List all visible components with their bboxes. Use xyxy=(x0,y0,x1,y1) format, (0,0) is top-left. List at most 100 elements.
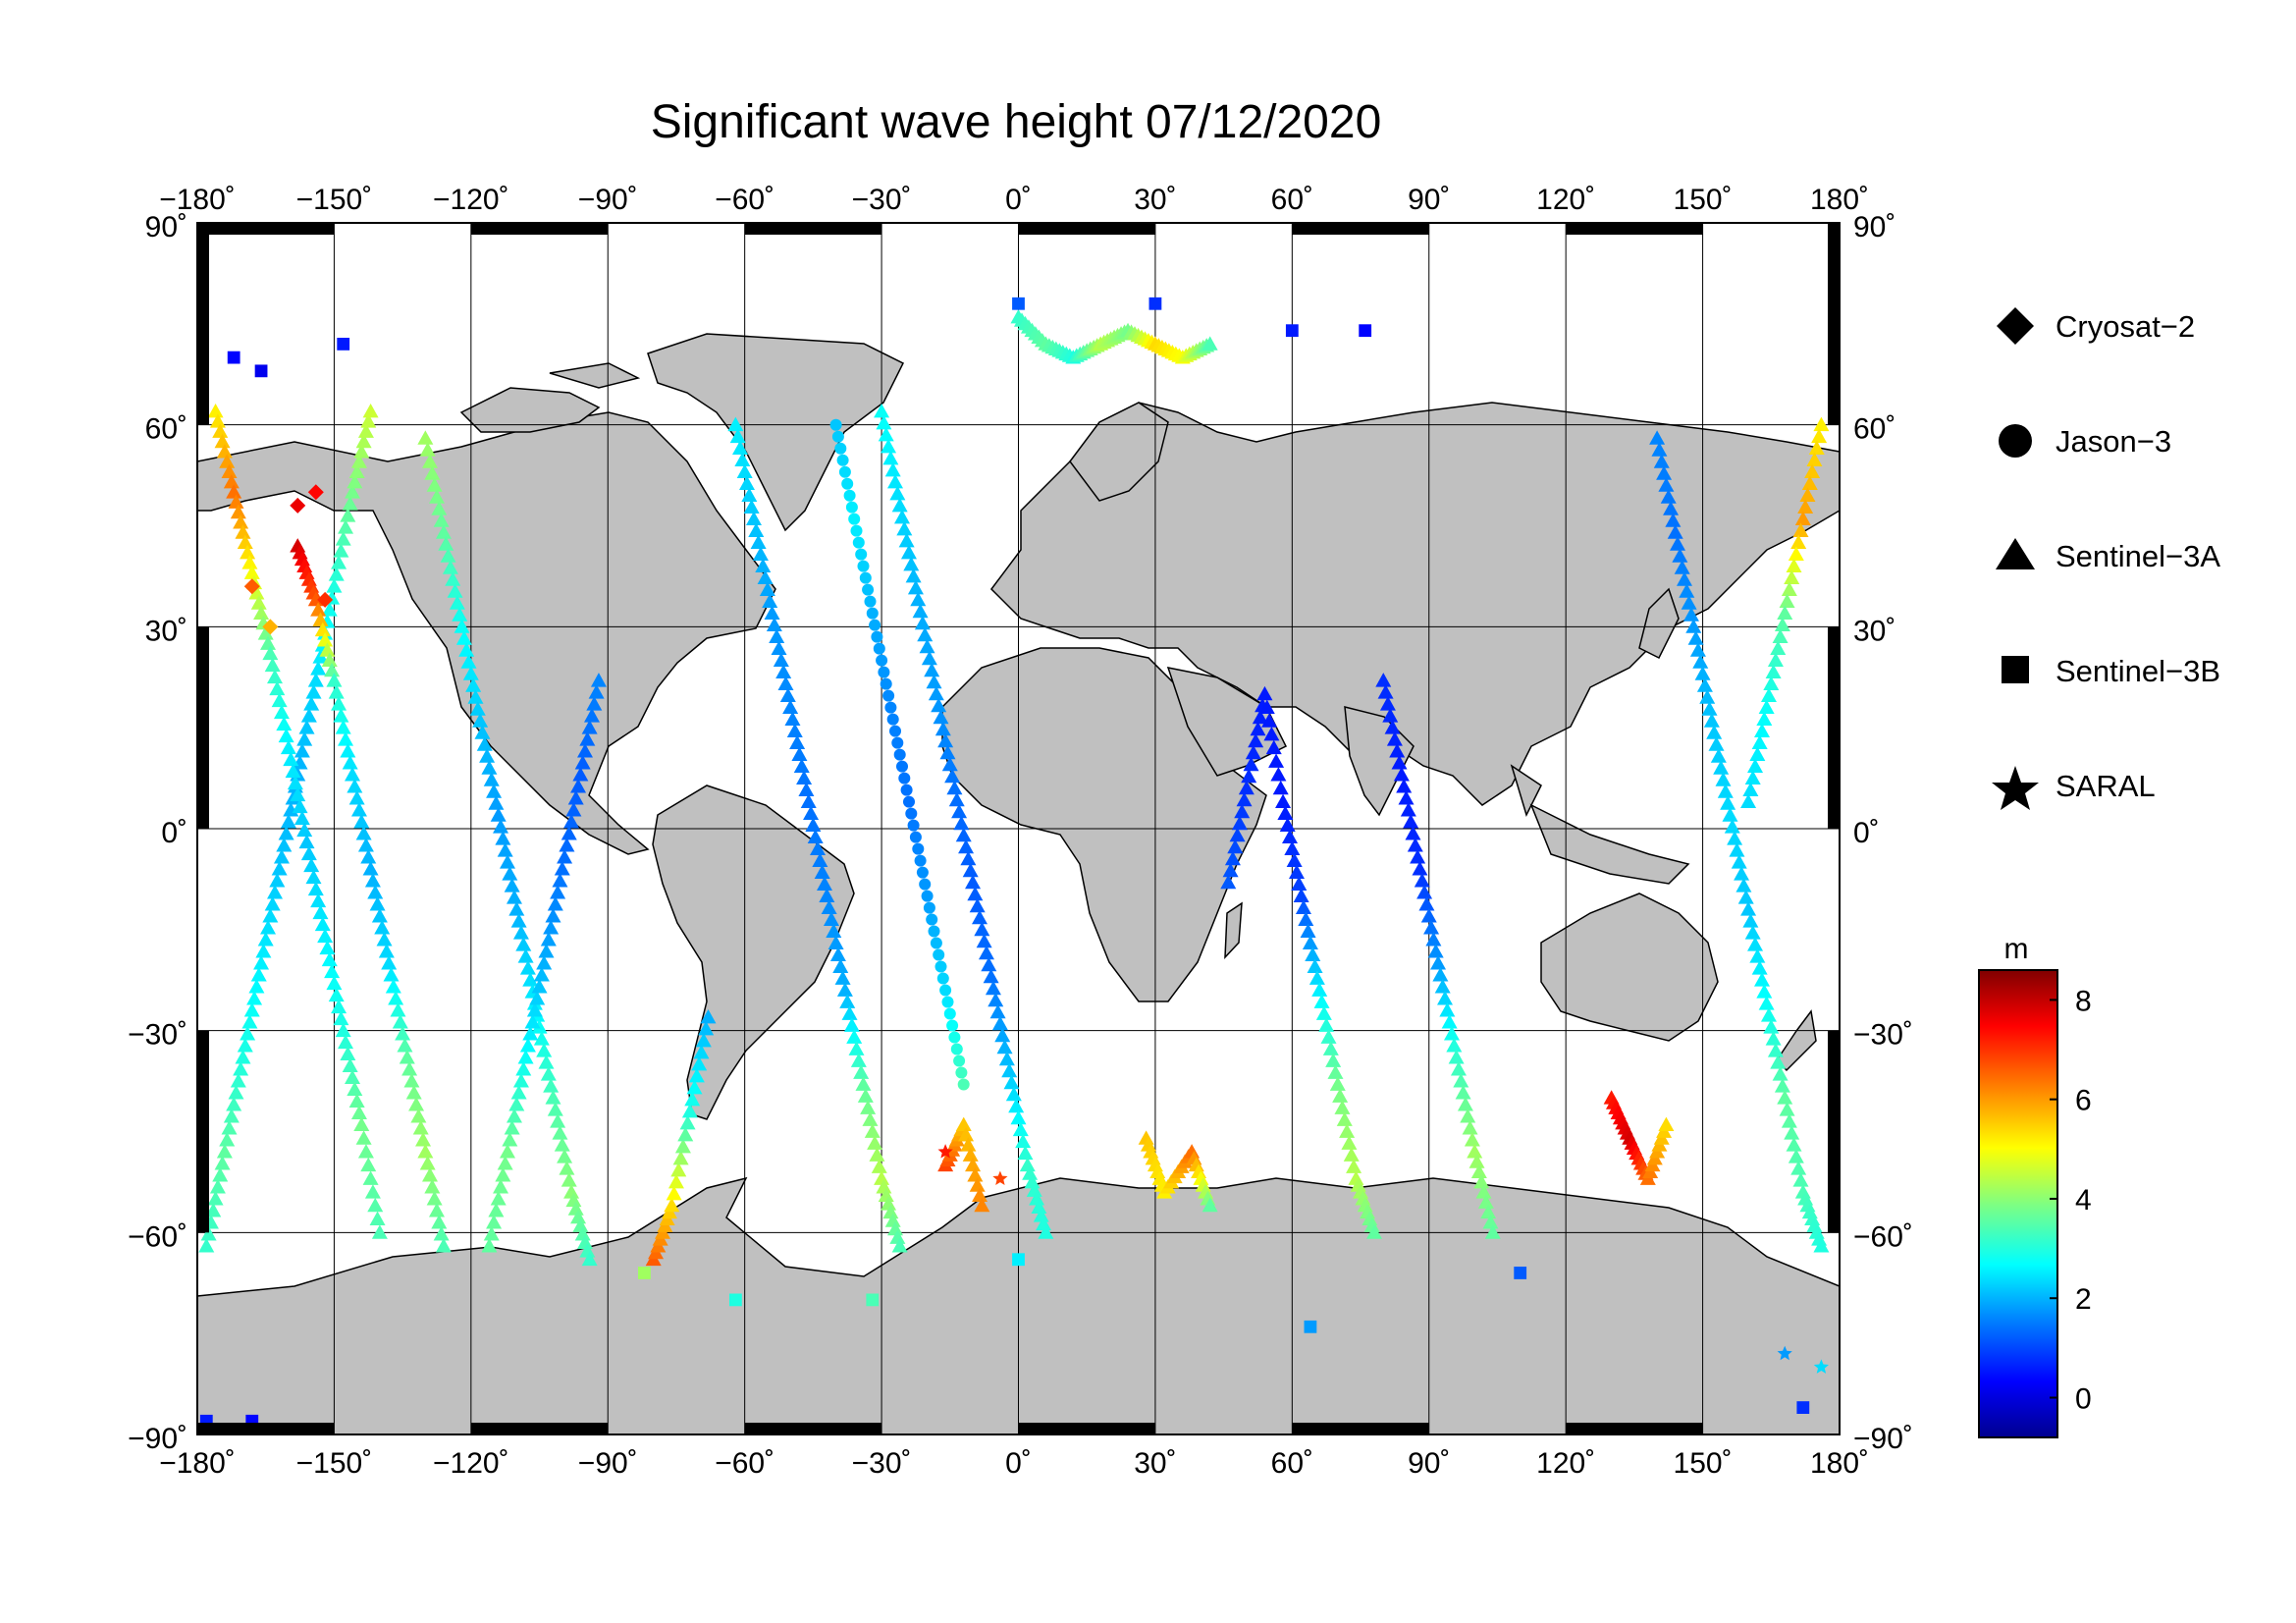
track-point xyxy=(1386,731,1403,746)
track-point xyxy=(1765,664,1782,679)
track-point xyxy=(209,1179,226,1194)
satellite-legend: Cryosat−2 Jason−3 Sentinel−3A Sentinel−3… xyxy=(1992,307,2220,810)
track-point xyxy=(355,1130,372,1145)
track-point xyxy=(1777,1090,1793,1105)
track-point xyxy=(214,433,231,449)
track-point xyxy=(367,1197,384,1213)
track-point xyxy=(855,1076,872,1091)
track-point xyxy=(988,992,1004,1007)
track-point xyxy=(458,642,475,657)
track-point xyxy=(1722,807,1738,822)
track-point xyxy=(941,996,954,1008)
track-point xyxy=(230,504,246,519)
longitude-tick-label: −60˚ xyxy=(715,184,774,216)
longitude-tick-label: 30˚ xyxy=(1134,1447,1176,1480)
track-point xyxy=(876,654,888,667)
track-point xyxy=(326,673,343,687)
track-point xyxy=(570,779,587,793)
track-point xyxy=(1393,767,1410,782)
longitude-ticks-bottom: −180˚ −150˚ −120˚ −90˚ −60˚ −30˚ 0˚ 30˚ 60˚ 90˚ 12… xyxy=(159,1447,1869,1480)
track-point xyxy=(1311,982,1328,997)
track-point xyxy=(893,509,910,524)
track-point xyxy=(880,677,892,690)
track-point xyxy=(1689,642,1706,657)
track-point xyxy=(981,956,997,972)
track-point xyxy=(221,1120,238,1135)
track-point xyxy=(552,1125,568,1140)
track-point xyxy=(390,1002,406,1017)
track-point xyxy=(1377,684,1394,699)
track-point xyxy=(926,674,942,689)
track-point xyxy=(223,1109,240,1123)
madagascar-landmass xyxy=(1224,901,1243,959)
track-point xyxy=(1676,571,1692,586)
track-point xyxy=(974,1197,990,1213)
track-point xyxy=(1455,1085,1471,1100)
frame-bar-bottom xyxy=(1566,1423,1703,1434)
track-point xyxy=(1398,790,1415,805)
track-point xyxy=(1012,1253,1025,1267)
track-point xyxy=(545,908,561,923)
frame-bar-top xyxy=(1566,223,1703,235)
track-point xyxy=(903,795,915,808)
track-point xyxy=(1241,768,1257,784)
track-point xyxy=(435,1238,452,1253)
track-point xyxy=(869,1147,885,1162)
track-point xyxy=(729,428,746,444)
track-point xyxy=(319,940,336,955)
track-point xyxy=(510,913,527,928)
track-point xyxy=(1231,815,1248,831)
track-point xyxy=(547,896,563,911)
track-point xyxy=(691,1055,708,1071)
track-point xyxy=(333,1010,349,1026)
track-point xyxy=(490,807,507,822)
track-point xyxy=(417,1144,434,1159)
track-point xyxy=(264,657,281,673)
track-point xyxy=(536,955,553,970)
track-point xyxy=(273,704,290,720)
colorbar-tick-label: 6 xyxy=(2075,1085,2092,1117)
track-point xyxy=(881,1196,897,1211)
track-point xyxy=(1811,428,1828,444)
track-point xyxy=(757,569,774,585)
track-point xyxy=(1687,630,1704,645)
track-point xyxy=(307,484,324,501)
track-point xyxy=(836,454,849,466)
track-point xyxy=(506,1109,522,1123)
track-point xyxy=(867,1135,883,1150)
track-point xyxy=(852,536,865,549)
track-point xyxy=(319,642,336,657)
track-point xyxy=(971,1187,988,1203)
track-point xyxy=(1012,1121,1029,1137)
track-point xyxy=(876,1179,892,1194)
track-point xyxy=(1379,696,1396,711)
track-point xyxy=(254,364,268,378)
track-point xyxy=(789,734,806,749)
track-point xyxy=(287,775,303,790)
track-point xyxy=(408,1097,425,1111)
track-point xyxy=(1767,652,1784,668)
track-point xyxy=(638,1267,651,1279)
track-point xyxy=(526,1002,543,1017)
track-point xyxy=(960,850,977,866)
frame-bar-left xyxy=(197,1030,209,1233)
track-point xyxy=(240,1026,256,1041)
track-point xyxy=(278,728,294,743)
track-point xyxy=(465,677,482,692)
track-point xyxy=(1005,1086,1022,1102)
track-point xyxy=(583,708,600,723)
track-point xyxy=(1777,1345,1792,1361)
track-point xyxy=(946,780,963,795)
track-point xyxy=(1692,654,1709,669)
track-point xyxy=(910,591,927,607)
track-point xyxy=(764,605,780,621)
track-point xyxy=(1288,864,1305,879)
track-point xyxy=(438,536,454,551)
track-point xyxy=(374,920,391,935)
track-point xyxy=(998,1051,1015,1066)
latitude-tick-label: −30˚ xyxy=(128,1019,187,1052)
track-point xyxy=(732,440,749,456)
track-point xyxy=(759,581,775,597)
colorbar-unit: m xyxy=(2004,933,2029,965)
track-point xyxy=(1467,1144,1483,1159)
